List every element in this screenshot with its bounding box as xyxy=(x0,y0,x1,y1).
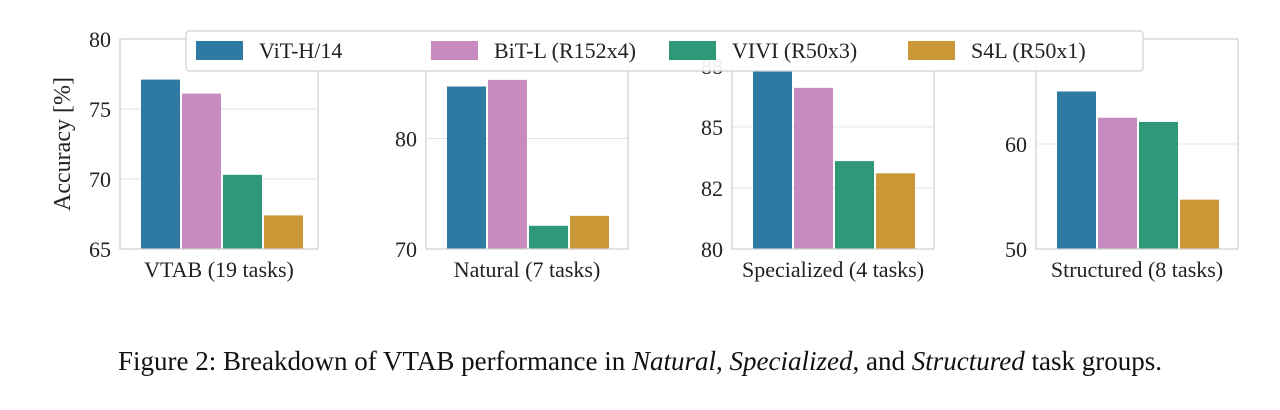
bar-1 xyxy=(141,79,180,249)
y-tick-label: 75 xyxy=(89,97,111,122)
bar-4 xyxy=(1180,199,1219,249)
caption-natural: Natural xyxy=(632,346,717,376)
chart-panel-3: 80828588Specialized (4 tasks) xyxy=(701,38,935,282)
caption-sep2: , and xyxy=(852,346,912,376)
legend-swatch-4 xyxy=(908,41,955,60)
bar-3 xyxy=(223,174,262,249)
bar-4 xyxy=(264,215,303,249)
y-tick-label: 65 xyxy=(89,237,111,262)
x-axis-label: Structured (8 tasks) xyxy=(1051,257,1223,282)
chart-panel-2: 70 80 Natural (7 tasks) xyxy=(395,38,629,282)
y-tick-label: 80 xyxy=(701,237,723,262)
x-axis-label: Specialized (4 tasks) xyxy=(742,257,924,282)
bar-4 xyxy=(570,215,609,249)
bar-2 xyxy=(1098,117,1137,249)
legend-swatch-2 xyxy=(431,41,478,60)
legend-label-4: S4L (R50x1) xyxy=(971,38,1086,63)
y-tick-label: 70 xyxy=(395,237,417,262)
legend-label-2: BiT-L (R152x4) xyxy=(494,38,636,63)
y-tick-label: 60 xyxy=(1005,132,1027,157)
bar-3 xyxy=(1139,121,1178,249)
y-tick-label: 80 xyxy=(395,126,417,151)
caption-suffix: task groups. xyxy=(1024,346,1162,376)
legend-label-1: ViT-H/14 xyxy=(259,38,342,63)
y-tick-label: 80 xyxy=(89,27,111,52)
bar-2 xyxy=(182,93,221,249)
y-tick-label: 70 xyxy=(89,167,111,192)
x-axis-label: Natural (7 tasks) xyxy=(454,257,601,282)
y-tick-label: 50 xyxy=(1005,237,1027,262)
bar-1 xyxy=(1057,91,1096,249)
bar-2 xyxy=(794,87,833,249)
caption-sep1: , xyxy=(716,346,730,376)
bar-3 xyxy=(835,161,874,249)
caption-structured: Structured xyxy=(911,346,1025,376)
caption-specialized: Specialized xyxy=(729,346,853,376)
y-tick-label: 85 xyxy=(701,115,723,140)
bar-4 xyxy=(876,173,915,249)
legend-label-3: VIVI (R50x3) xyxy=(732,38,857,63)
x-axis-label: VTAB (19 tasks) xyxy=(144,257,294,282)
figure-chart: 65 70 75 80 VTAB (19 tasks) Accuracy [%] 70 80 N… xyxy=(50,27,1239,282)
bar-3 xyxy=(529,225,568,249)
bar-1 xyxy=(753,70,792,249)
legend: ViT-H/14 BiT-L (R152x4) VIVI (R50x3) S4L (R… xyxy=(185,30,1144,72)
bar-2 xyxy=(488,79,527,249)
bar-1 xyxy=(447,86,486,250)
chart-panel-4: 50 60 Structured (8 tasks) xyxy=(1005,38,1239,282)
legend-swatch-3 xyxy=(669,41,716,60)
y-axis-label: Accuracy [%] xyxy=(50,77,76,211)
legend-swatch-1 xyxy=(196,41,243,60)
figure-caption: Figure 2: Breakdown of VTAB performance … xyxy=(0,346,1280,377)
chart-panel-1: 65 70 75 80 VTAB (19 tasks) Accuracy [%] xyxy=(50,27,319,282)
legend-box xyxy=(185,30,1144,72)
y-tick-label: 82 xyxy=(701,176,723,201)
caption-prefix: Figure 2: Breakdown of VTAB performance … xyxy=(118,346,632,376)
